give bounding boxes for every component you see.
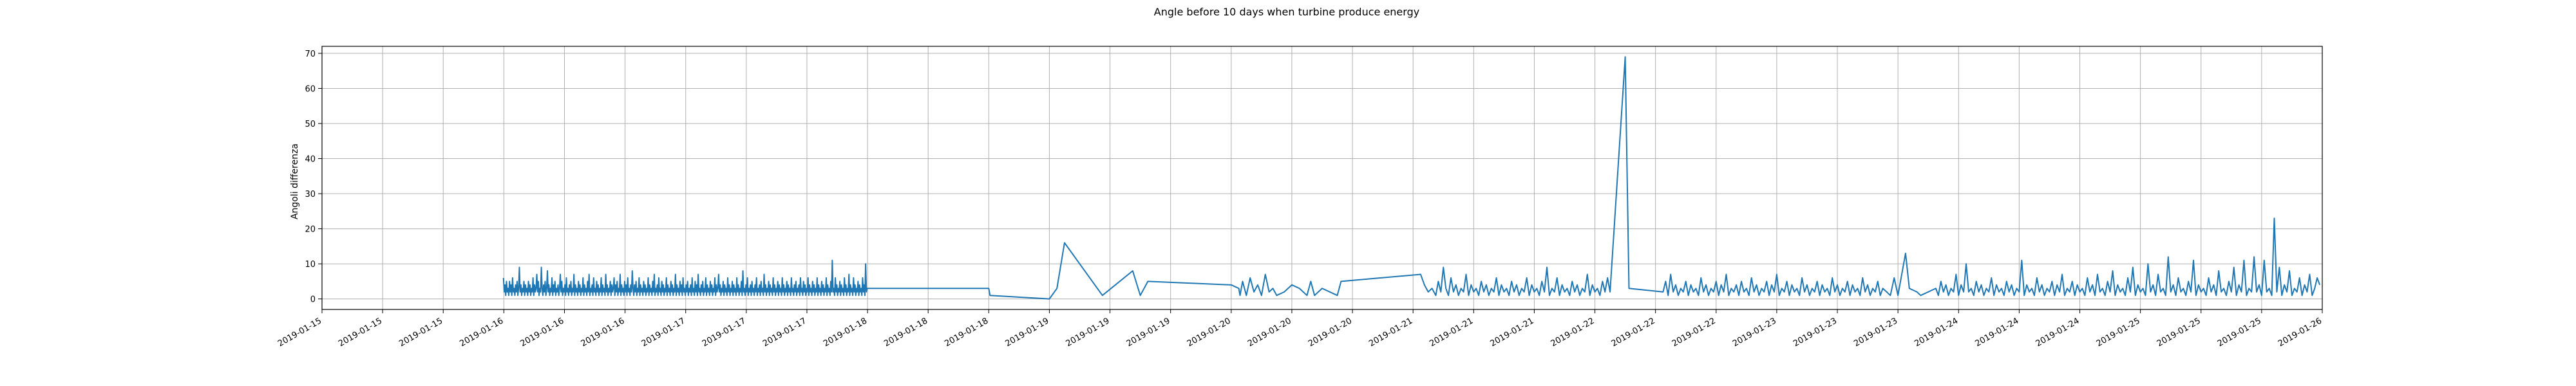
y-tick-label: 70 xyxy=(305,50,316,59)
series-layer xyxy=(502,56,2321,300)
y-tick-label: 0 xyxy=(310,295,316,305)
y-tick-label: 40 xyxy=(305,155,316,165)
chart-title: Angle before 10 days when turbine produc… xyxy=(1154,6,1419,18)
x-gridlines xyxy=(321,46,2323,309)
y-tick-label: 50 xyxy=(305,120,316,129)
y-gridlines xyxy=(322,53,2322,300)
plot-frame xyxy=(321,46,2323,310)
y-tick-label: 60 xyxy=(305,84,316,94)
y-axis-ticks: 0 10 20 30 40 50 60 70 xyxy=(305,50,322,305)
y-axis-label: Angoli differenza xyxy=(290,143,300,219)
y-tick-label: 20 xyxy=(305,225,316,235)
y-tick-label: 30 xyxy=(305,190,316,199)
series-line xyxy=(502,56,2321,300)
y-tick-label: 10 xyxy=(305,260,316,270)
